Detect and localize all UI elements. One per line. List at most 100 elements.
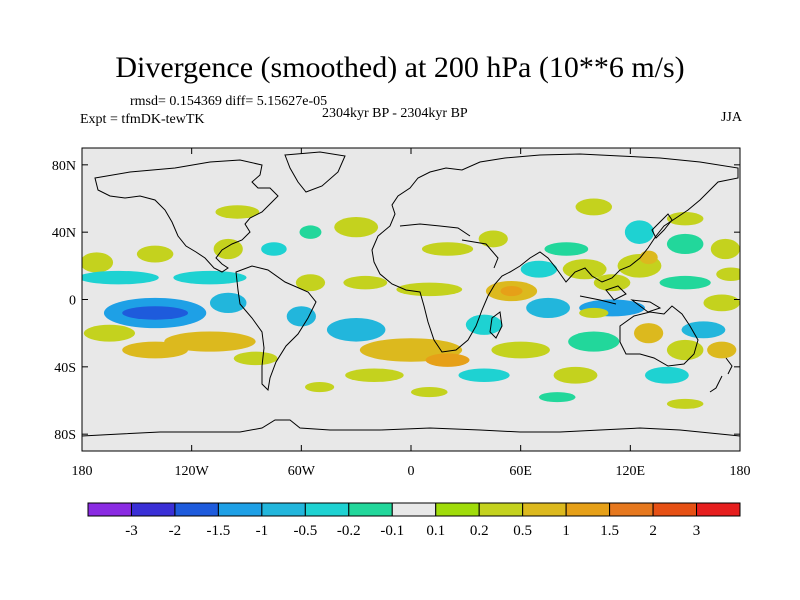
x-tick-label: 120E xyxy=(616,464,646,479)
chart-title: Divergence (smoothed) at 200 hPa (10**6 … xyxy=(115,51,685,84)
field-blob xyxy=(122,306,189,320)
coastline-antarctica xyxy=(82,419,740,437)
y-tick-label: 0 xyxy=(69,294,76,309)
y-tick-label: 40S xyxy=(54,361,76,376)
field-blob xyxy=(707,341,737,359)
coastline-australia xyxy=(619,305,699,367)
colorbar-swatch xyxy=(87,502,132,517)
field-blob xyxy=(209,292,247,313)
field-blob xyxy=(710,238,740,260)
field-blob xyxy=(304,381,335,393)
colorbar-label: 1 xyxy=(562,523,570,539)
field-blob xyxy=(286,306,316,327)
field-blob xyxy=(553,366,598,384)
experiment-label: Expt = tfmDK-tewTK xyxy=(80,112,205,127)
field-blob xyxy=(666,211,704,226)
colorbar: -3 -2 -1.5 -1 -0.5 -0.2 -0.1 0.1 0.2 0.5 1 1.5 2 3 xyxy=(87,502,741,539)
coastline-madagascar xyxy=(489,311,503,339)
field-blob xyxy=(82,270,159,285)
field-blob xyxy=(538,392,576,403)
coastlines xyxy=(82,151,740,437)
colorbar-label: -3 xyxy=(125,523,138,539)
coastline-south-america xyxy=(235,265,317,392)
field-blob xyxy=(164,331,256,352)
field-blob xyxy=(136,245,174,263)
colorbar-swatch xyxy=(174,502,219,517)
field-blob xyxy=(122,341,189,359)
field-blob xyxy=(681,321,726,339)
colorbar-swatch xyxy=(217,502,263,517)
divergence-field xyxy=(82,198,740,409)
field-blob xyxy=(458,368,510,382)
y-tick-label: 80S xyxy=(54,428,76,443)
field-blob xyxy=(491,341,550,359)
field-blob xyxy=(666,339,704,361)
field-blob xyxy=(82,252,114,273)
colorbar-label: -0.1 xyxy=(380,523,404,539)
field-blob xyxy=(703,294,740,312)
field-blob xyxy=(411,387,448,398)
x-tick-label: 120W xyxy=(175,464,210,479)
y-axis: 80N 40N 0 40S 80S xyxy=(52,159,740,443)
field-blob xyxy=(575,198,613,216)
field-blob xyxy=(544,242,589,256)
field-blob xyxy=(261,242,287,256)
field-blob xyxy=(334,217,379,238)
coastline-north-america xyxy=(94,159,279,273)
field-blob xyxy=(579,307,609,319)
colorbar-label: 1.5 xyxy=(600,523,619,539)
field-blob xyxy=(299,225,322,239)
coastline-indonesia xyxy=(579,285,662,313)
colorbar-swatch xyxy=(478,502,524,517)
field-blob xyxy=(666,398,704,409)
field-blob xyxy=(233,351,278,366)
field-blob xyxy=(173,270,247,285)
colorbar-label: -0.2 xyxy=(337,523,361,539)
field-blob xyxy=(500,286,523,297)
colorbar-swatch xyxy=(304,502,350,517)
colorbar-label: -2 xyxy=(169,523,182,539)
colorbar-label: 0.2 xyxy=(470,523,489,539)
colorbar-swatch xyxy=(652,502,698,517)
field-blob xyxy=(396,282,463,297)
x-tick-label: 180 xyxy=(730,464,751,479)
colorbar-label: 0.5 xyxy=(513,523,532,539)
coastline-mediterranean xyxy=(399,223,499,269)
colorbar-swatch xyxy=(565,502,611,517)
field-blob xyxy=(215,205,260,219)
x-tick-label: 0 xyxy=(408,464,415,479)
field-blob xyxy=(593,274,631,292)
colorbar-swatch xyxy=(130,502,176,517)
stats-label: rmsd= 0.154369 diff= 5.15627e-05 xyxy=(130,94,328,109)
colorbar-swatch xyxy=(609,502,654,517)
field-blob xyxy=(562,259,607,280)
colorbar-swatch xyxy=(391,502,437,517)
field-blob xyxy=(639,250,658,265)
coastline-new-zealand xyxy=(709,357,733,393)
map-background xyxy=(82,148,740,451)
y-tick-label: 80N xyxy=(52,159,76,174)
colorbar-swatch xyxy=(348,502,393,517)
field-blob xyxy=(659,275,711,290)
field-blob xyxy=(326,318,386,342)
x-tick-label: 60E xyxy=(509,464,532,479)
colorbar-swatch xyxy=(261,502,306,517)
field-blob xyxy=(425,353,470,367)
field-blob xyxy=(343,275,388,290)
colorbar-swatch xyxy=(522,502,567,517)
colorbar-label: 0.1 xyxy=(426,523,445,539)
colorbar-label: 2 xyxy=(649,523,657,539)
field-blob xyxy=(465,314,503,335)
y-tick-label: 40N xyxy=(52,226,76,241)
field-blob xyxy=(666,233,704,255)
period-label: 2304kyr BP - 2304kyr BP xyxy=(322,106,468,121)
field-blob xyxy=(633,323,664,344)
colorbar-label: -1 xyxy=(256,523,269,539)
x-axis: 180 120W 60W 0 60E 120E 180 xyxy=(72,148,751,479)
coastline-japan xyxy=(651,213,673,239)
x-tick-label: 60W xyxy=(288,464,316,479)
field-blob xyxy=(213,238,243,260)
season-label: JJA xyxy=(720,110,742,125)
colorbar-label: -0.5 xyxy=(293,523,317,539)
field-blob xyxy=(478,230,508,248)
